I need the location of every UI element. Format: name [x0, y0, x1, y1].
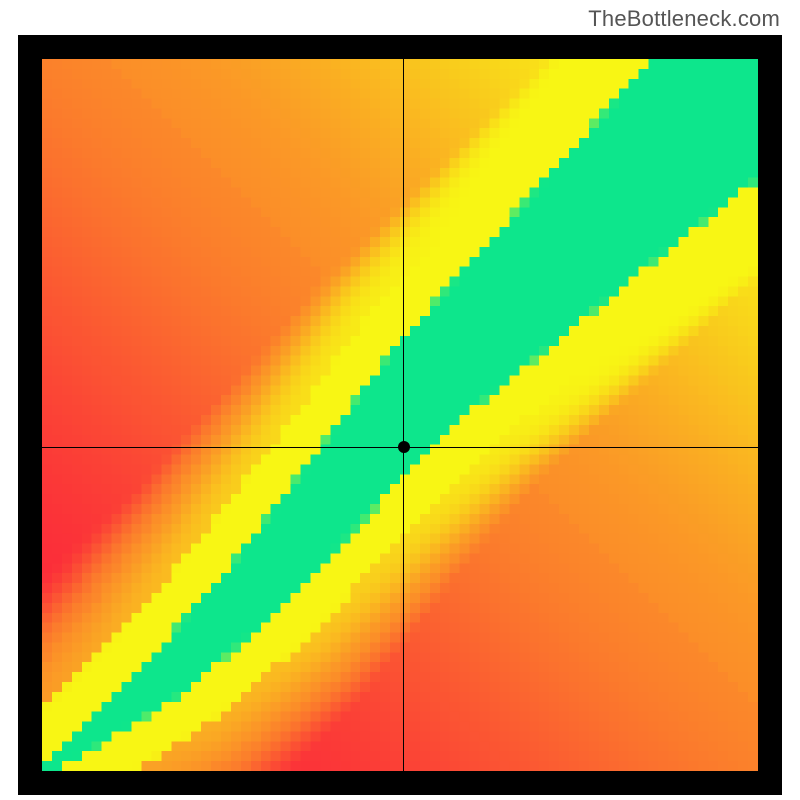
crosshair-marker	[398, 441, 410, 453]
chart-container: TheBottleneck.com	[0, 0, 800, 800]
heatmap-canvas	[42, 59, 758, 771]
crosshair-vertical	[403, 59, 404, 771]
watermark-text: TheBottleneck.com	[588, 6, 780, 32]
heatmap-plot	[42, 59, 758, 771]
